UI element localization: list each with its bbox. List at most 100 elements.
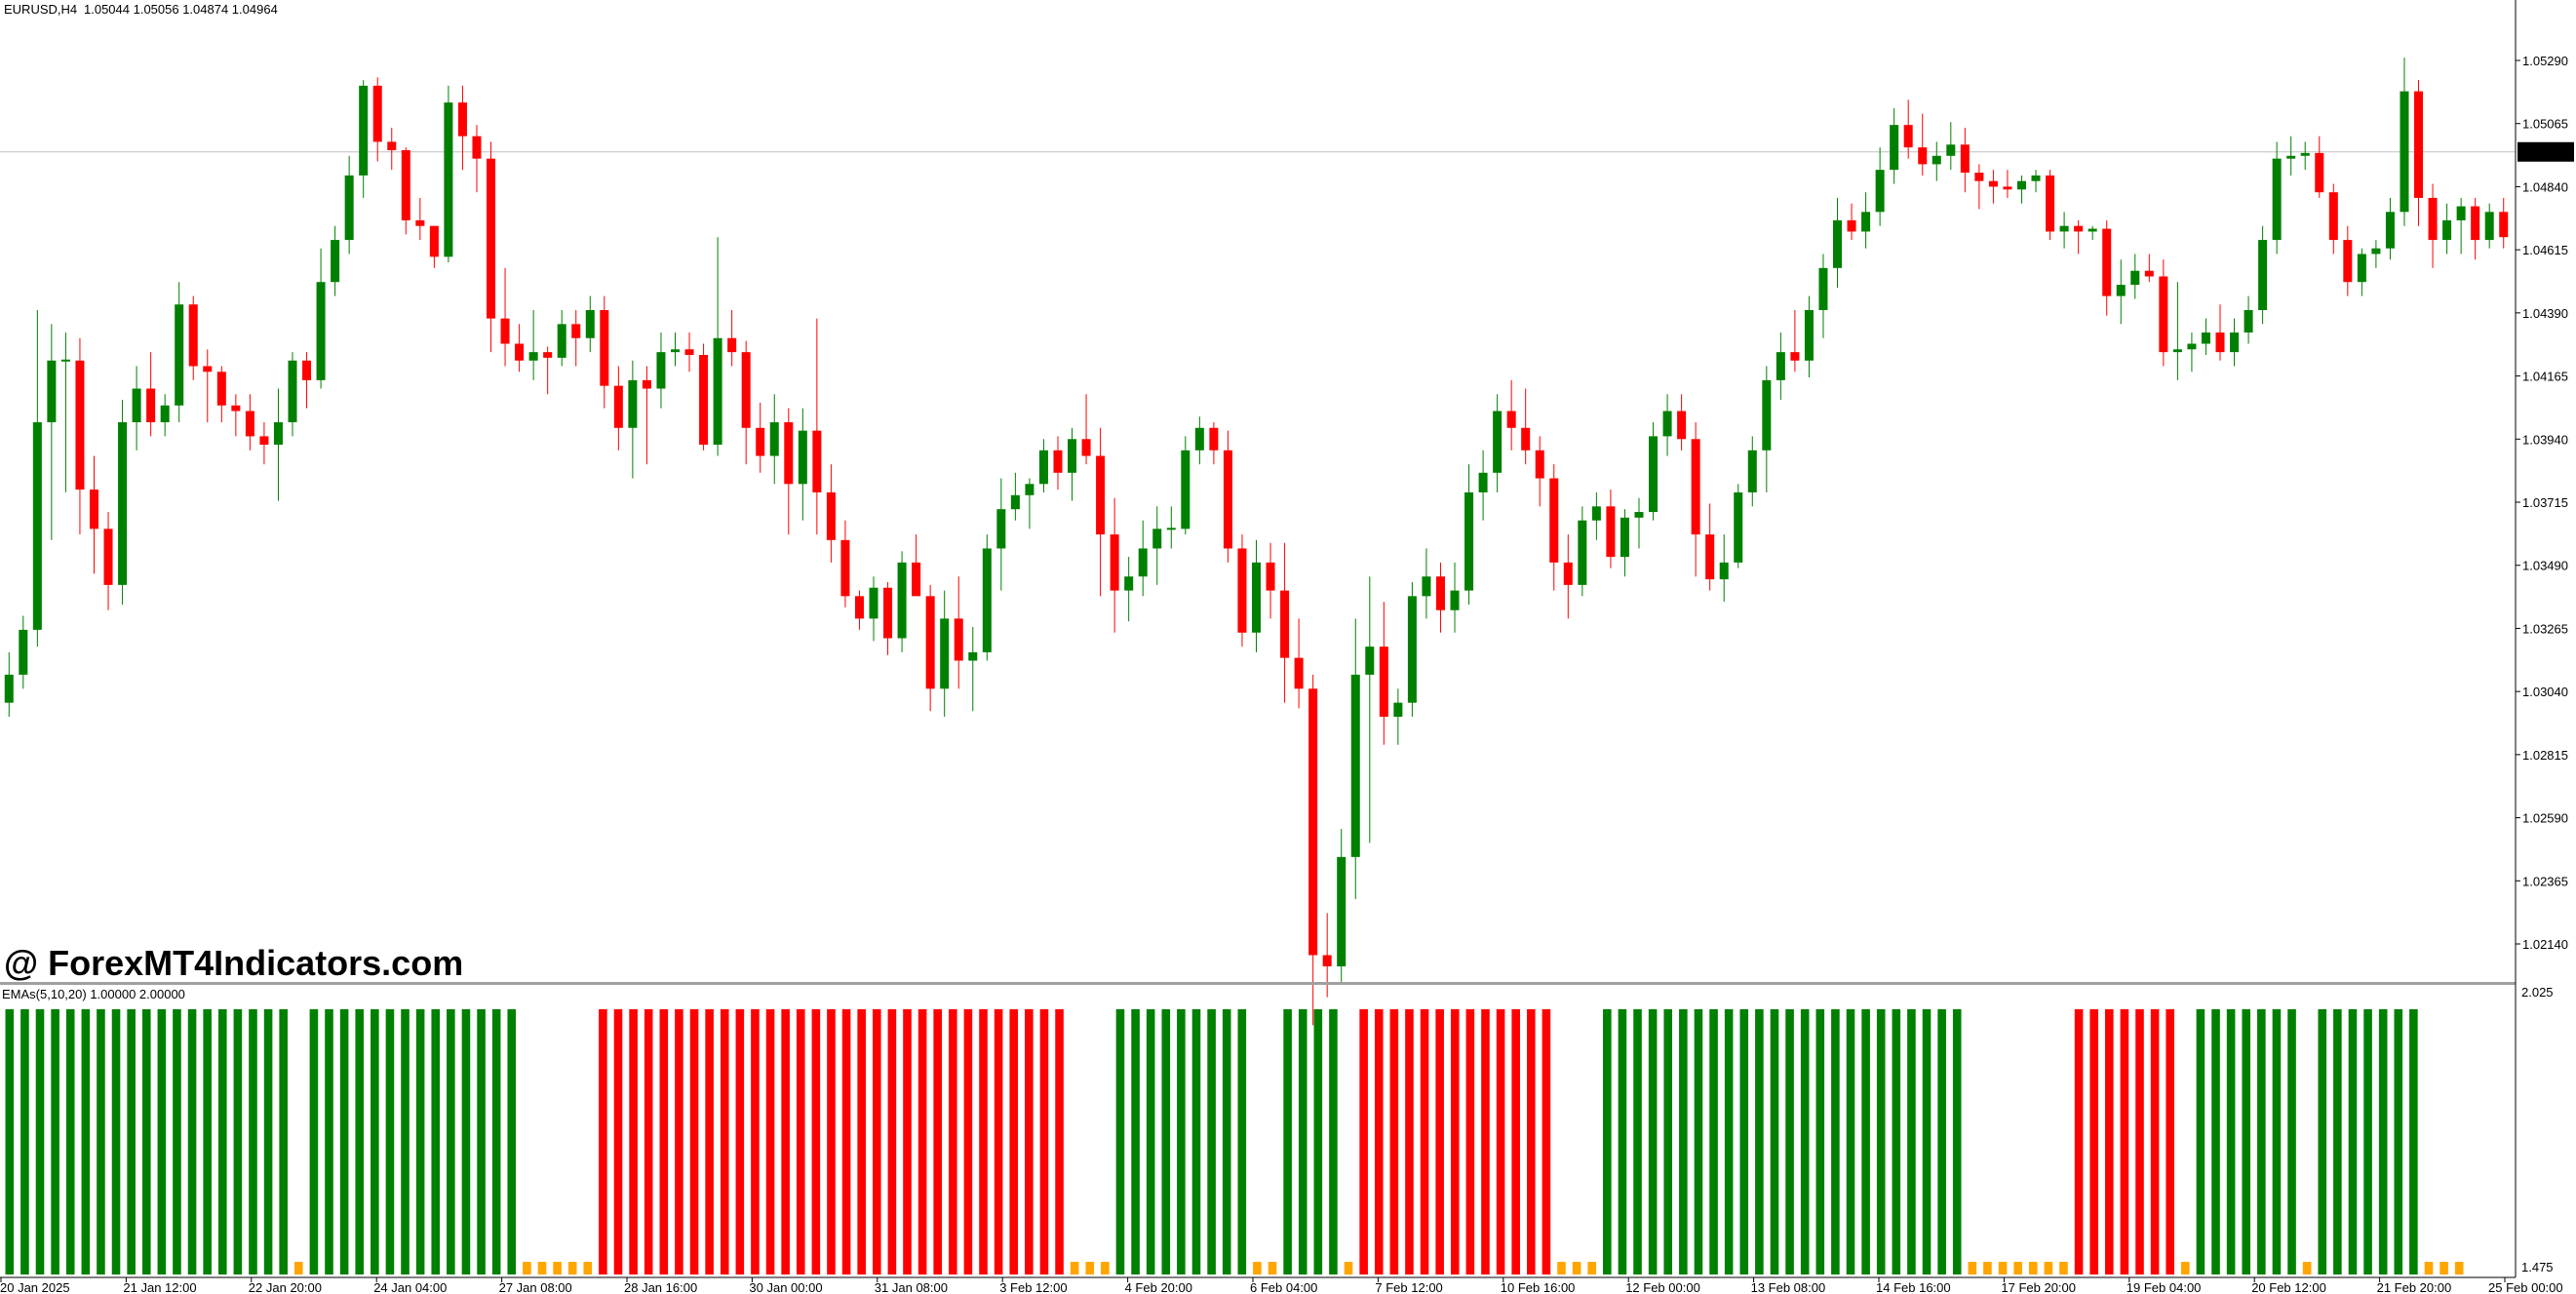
candle-bull[interactable] xyxy=(1591,506,1601,521)
candle-bear[interactable] xyxy=(302,360,312,380)
candle-bull[interactable] xyxy=(1832,219,1843,268)
candle-bull[interactable] xyxy=(2187,343,2197,350)
candle-bull[interactable] xyxy=(2400,91,2409,213)
candle-bull[interactable] xyxy=(2116,285,2126,296)
candle-bear[interactable] xyxy=(1266,562,1275,591)
candle-bear[interactable] xyxy=(1790,352,1800,361)
candle-bull[interactable] xyxy=(2230,332,2240,353)
candle-bull[interactable] xyxy=(1804,309,1814,361)
candle-bear[interactable] xyxy=(784,422,794,485)
candle-bull[interactable] xyxy=(1166,528,1176,530)
candle-bear[interactable] xyxy=(812,430,822,492)
candle-bull[interactable] xyxy=(118,422,128,585)
candle-bull[interactable] xyxy=(2385,212,2395,249)
candle-bear[interactable] xyxy=(401,150,410,220)
candle-bear[interactable] xyxy=(2343,240,2353,283)
candle-bull[interactable] xyxy=(1478,472,1488,492)
candle-bull[interactable] xyxy=(1662,411,1672,437)
candle-bull[interactable] xyxy=(132,388,141,423)
candle-bull[interactable] xyxy=(1578,520,1587,585)
candle-bear[interactable] xyxy=(600,309,609,386)
candle-bear[interactable] xyxy=(1960,144,1970,174)
candle-bear[interactable] xyxy=(613,385,623,428)
candle-bear[interactable] xyxy=(2471,206,2480,241)
candle-bear[interactable] xyxy=(188,304,198,367)
candle-bear[interactable] xyxy=(1209,427,1219,451)
candle-bull[interactable] xyxy=(713,337,722,446)
candle-bear[interactable] xyxy=(1521,427,1531,451)
candle-bull[interactable] xyxy=(1932,155,1941,165)
candle-bull[interactable] xyxy=(1038,450,1048,485)
candle-bear[interactable] xyxy=(1705,534,1715,580)
candle-bull[interactable] xyxy=(175,304,184,406)
candle-bear[interactable] xyxy=(543,352,553,358)
candle-bull[interactable] xyxy=(1762,379,1772,451)
candle-bear[interactable] xyxy=(500,318,510,344)
candle-bear[interactable] xyxy=(840,539,850,597)
candle-bull[interactable] xyxy=(359,85,369,176)
candle-bull[interactable] xyxy=(1818,267,1828,310)
candle-bear[interactable] xyxy=(1691,439,1700,535)
candle-bull[interactable] xyxy=(1124,576,1134,591)
candle-bear[interactable] xyxy=(487,158,496,319)
candle-bull[interactable] xyxy=(1194,427,1204,451)
candle-bull[interactable] xyxy=(344,175,354,241)
candle-bull[interactable] xyxy=(628,379,638,428)
candle-bear[interactable] xyxy=(912,562,921,597)
candle-bear[interactable] xyxy=(2074,225,2084,232)
candle-bear[interactable] xyxy=(2144,270,2154,277)
candle-bear[interactable] xyxy=(89,490,98,529)
candle-bull[interactable] xyxy=(288,360,297,423)
candle-bear[interactable] xyxy=(515,343,525,361)
candle-bear[interactable] xyxy=(571,324,581,338)
candle-bull[interactable] xyxy=(1152,529,1162,549)
candle-bear[interactable] xyxy=(1549,478,1559,563)
candle-bull[interactable] xyxy=(1422,576,1431,597)
candle-bear[interactable] xyxy=(1280,590,1290,658)
candle-bear[interactable] xyxy=(216,372,226,406)
candle-bear[interactable] xyxy=(1379,647,1388,718)
candle-bull[interactable] xyxy=(1450,590,1460,610)
candle-bull[interactable] xyxy=(1875,170,1885,213)
candle-bear[interactable] xyxy=(1081,439,1091,456)
candle-bear[interactable] xyxy=(1903,125,1913,148)
candle-bull[interactable] xyxy=(444,102,453,257)
candle-bear[interactable] xyxy=(245,411,254,437)
time-axis[interactable]: 20 Jan 2025 21 Jan 12:00 22 Jan 20:00 24 Ja… xyxy=(0,1277,2563,1294)
candle-bull[interactable] xyxy=(1068,439,1077,473)
pane-separator[interactable] xyxy=(0,982,2516,985)
candle-bear[interactable] xyxy=(699,355,709,446)
candle-bull[interactable] xyxy=(2244,309,2253,333)
candle-bear[interactable] xyxy=(146,388,156,423)
indicator-pane[interactable]: EMAs(5,10,20) 1.00000 2.00000 xyxy=(2,987,2464,1274)
price-axis[interactable]: 1.05290 1.05065 1.04840 1.04615 1.04390 1.041… xyxy=(2516,54,2568,952)
candle-bull[interactable] xyxy=(2286,155,2296,159)
candle-bear[interactable] xyxy=(103,529,113,585)
candle-bull[interactable] xyxy=(2088,228,2097,232)
candle-bull[interactable] xyxy=(2031,175,2041,181)
candle-bull[interactable] xyxy=(273,422,283,446)
candle-bull[interactable] xyxy=(1776,352,1785,380)
candle-bull[interactable] xyxy=(1365,647,1375,675)
candle-bear[interactable] xyxy=(372,85,382,142)
candle-bear[interactable] xyxy=(2328,192,2338,241)
candle-bear[interactable] xyxy=(1847,219,1856,232)
candle-bear[interactable] xyxy=(2499,212,2509,238)
candle-bear[interactable] xyxy=(1535,450,1544,479)
candle-bull[interactable] xyxy=(1649,436,1659,513)
candle-bear[interactable] xyxy=(1053,450,1063,473)
candle-bull[interactable] xyxy=(996,509,1006,549)
candle-bull[interactable] xyxy=(897,562,907,639)
candle-bear[interactable] xyxy=(756,427,765,456)
candle-bull[interactable] xyxy=(2300,152,2310,156)
candle-bull[interactable] xyxy=(1337,856,1347,967)
candle-bear[interactable] xyxy=(854,596,864,619)
candle-bear[interactable] xyxy=(429,225,439,257)
candle-bull[interactable] xyxy=(1010,494,1020,510)
candle-bull[interactable] xyxy=(316,282,326,380)
candle-bear[interactable] xyxy=(1223,450,1232,549)
candle-bull[interactable] xyxy=(2442,219,2452,241)
candle-bear[interactable] xyxy=(642,379,651,389)
candle-bull[interactable] xyxy=(1464,491,1474,591)
candle-bull[interactable] xyxy=(940,618,950,689)
